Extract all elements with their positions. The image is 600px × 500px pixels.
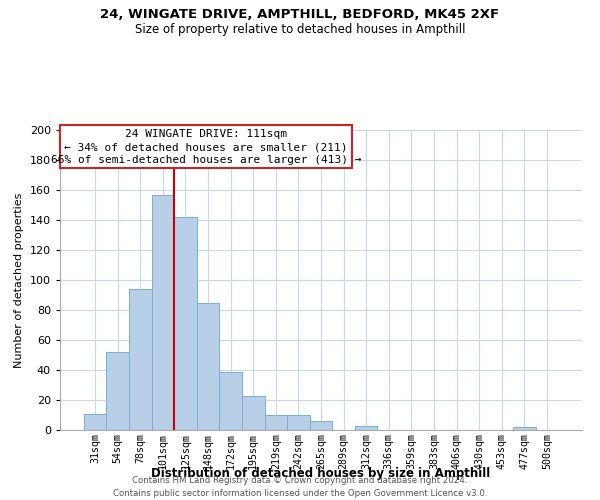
Bar xyxy=(513,427,536,430)
Text: Contains HM Land Registry data © Crown copyright and database right 2024.
Contai: Contains HM Land Registry data © Crown c… xyxy=(113,476,487,498)
Bar xyxy=(197,302,220,430)
Bar xyxy=(310,421,332,430)
Text: 24, WINGATE DRIVE, AMPTHILL, BEDFORD, MK45 2XF: 24, WINGATE DRIVE, AMPTHILL, BEDFORD, MK… xyxy=(100,8,500,20)
Text: Distribution of detached houses by size in Ampthill: Distribution of detached houses by size … xyxy=(151,467,491,480)
Bar xyxy=(106,352,129,430)
Bar xyxy=(152,194,174,430)
Bar xyxy=(355,426,377,430)
Bar xyxy=(220,372,242,430)
Bar xyxy=(265,415,287,430)
Text: ← 34% of detached houses are smaller (211): ← 34% of detached houses are smaller (21… xyxy=(64,142,348,152)
Y-axis label: Number of detached properties: Number of detached properties xyxy=(14,192,24,368)
Text: Size of property relative to detached houses in Ampthill: Size of property relative to detached ho… xyxy=(135,22,465,36)
Bar xyxy=(287,415,310,430)
Bar xyxy=(174,217,197,430)
Text: 66% of semi-detached houses are larger (413) →: 66% of semi-detached houses are larger (… xyxy=(51,155,361,165)
Bar xyxy=(129,289,152,430)
Bar xyxy=(84,414,106,430)
Bar xyxy=(242,396,265,430)
Text: 24 WINGATE DRIVE: 111sqm: 24 WINGATE DRIVE: 111sqm xyxy=(125,130,287,140)
